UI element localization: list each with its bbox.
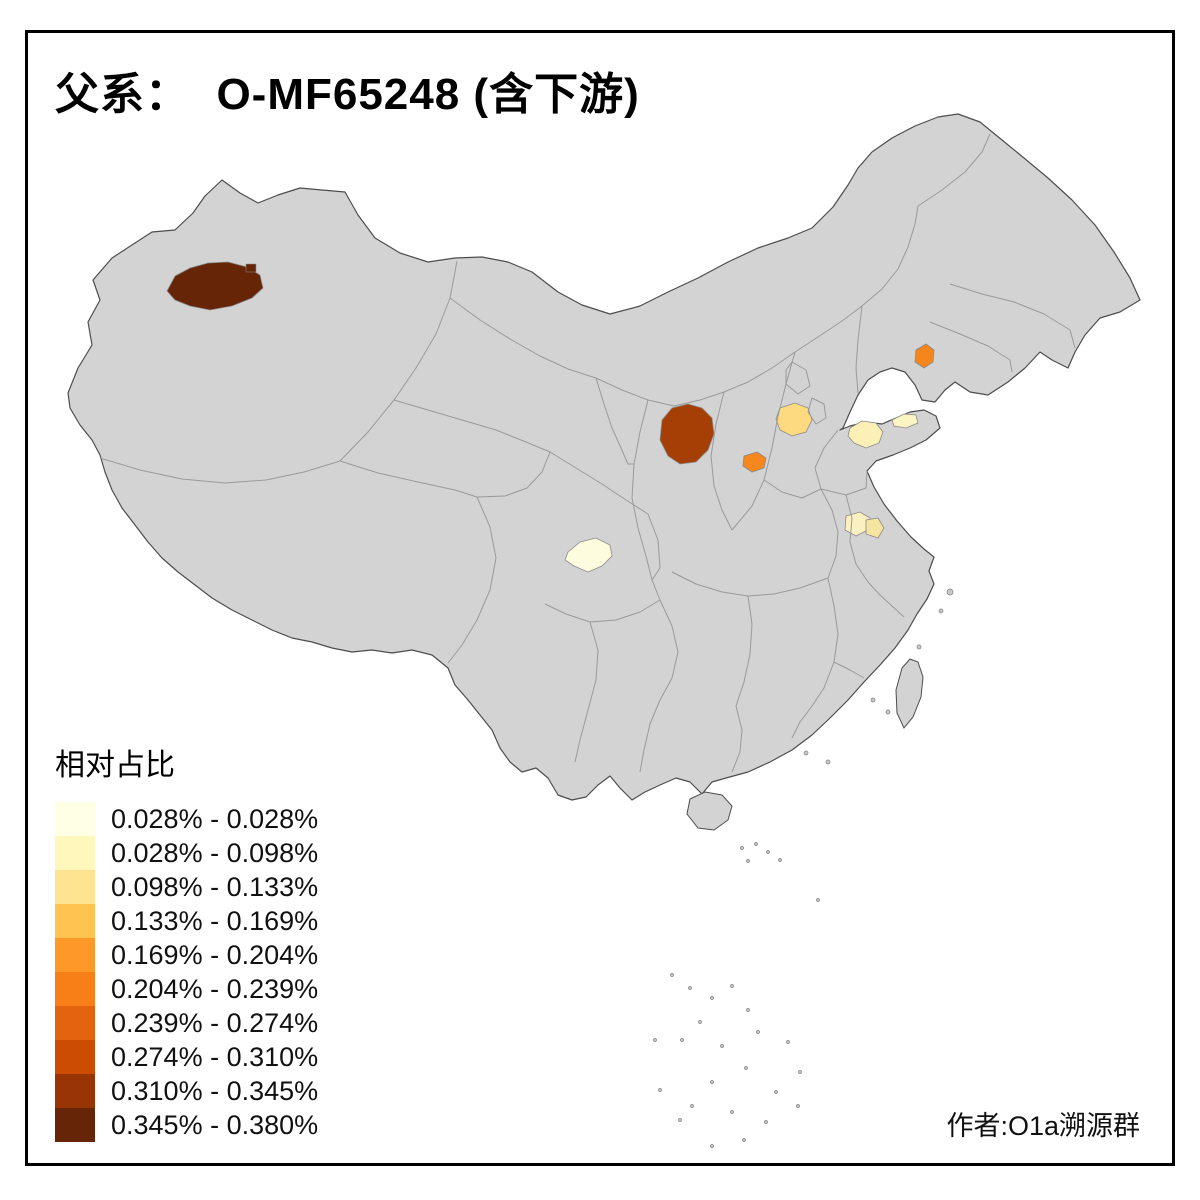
province-borders [99,133,1076,773]
legend-item: 0.310% - 0.345% [55,1074,318,1108]
choropleth-region-liaoning [914,343,935,369]
choropleth-region-shandong-peninsula [891,413,919,429]
legend-title: 相对占比 [55,749,175,782]
legend-label: 0.310% - 0.345% [111,1075,319,1106]
taiwan-island [895,658,924,729]
choropleth-region-shandong-west [847,420,884,449]
legend-label: 0.169% - 0.204% [111,939,319,970]
legend-swatch [55,904,95,938]
choropleth-region-hebei [775,402,813,437]
legend-item: 0.028% - 0.028% [55,802,318,836]
choropleth-region-sichuan-chengdu [564,537,613,573]
legend-swatch [55,1006,95,1040]
legend-label: 0.133% - 0.169% [111,905,319,936]
legend-label: 0.345% - 0.380% [111,1109,319,1140]
legend-label: 0.239% - 0.274% [111,1007,319,1038]
legend-item: 0.274% - 0.310% [55,1040,318,1074]
legend-item: 0.169% - 0.204% [55,938,318,972]
legend-swatch [55,938,95,972]
south-china-sea-islets [653,588,954,1148]
legend-item: 0.204% - 0.239% [55,972,318,1006]
legend: 相对占比 0.028% - 0.028% 0.028% - 0.098% 0.0… [55,740,318,1142]
legend-item: 0.133% - 0.169% [55,904,318,938]
legend-swatch [55,972,95,1006]
legend-item: 0.239% - 0.274% [55,1006,318,1040]
author-credit: 作者:O1a溯源群 [946,1111,1140,1141]
legend-item: 0.345% - 0.380% [55,1108,318,1142]
map-title: 父系： O-MF65248 (含下游) [55,70,640,119]
choropleth-region-xinjiang-kashgar [166,261,264,311]
legend-label: 0.098% - 0.133% [111,871,319,902]
legend-label: 0.028% - 0.028% [111,803,319,834]
legend-swatch [55,1108,95,1142]
legend-item: 0.098% - 0.133% [55,870,318,904]
legend-label: 0.028% - 0.098% [111,837,319,868]
mainland-china [67,113,1141,801]
choropleth-region-xinjiang-speck [245,263,257,273]
legend-item: 0.028% - 0.098% [55,836,318,870]
legend-swatch [55,802,95,836]
hainan-island [686,791,733,831]
choropleth-region-shaanxi-north [659,403,715,465]
legend-swatch [55,1074,95,1108]
legend-label: 0.204% - 0.239% [111,973,319,1004]
choropleth-region-jiangsu-b [865,517,885,539]
choropleth-region-shanxi-south [742,451,767,473]
legend-swatch [55,870,95,904]
legend-swatch [55,1040,95,1074]
legend-swatch [55,836,95,870]
legend-label: 0.274% - 0.310% [111,1041,319,1072]
